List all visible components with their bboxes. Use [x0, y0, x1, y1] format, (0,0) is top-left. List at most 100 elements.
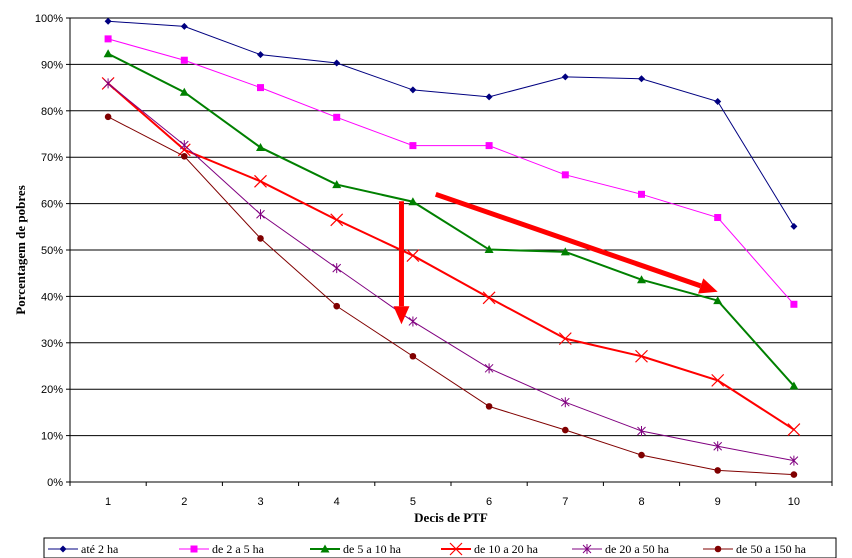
data-point	[408, 197, 418, 206]
data-point	[254, 174, 267, 188]
legend-item: de 10 a 20 ha	[441, 542, 539, 556]
data-point	[638, 75, 645, 83]
data-point	[790, 300, 798, 308]
data-point	[256, 209, 265, 220]
data-point	[485, 142, 493, 150]
series-line	[107, 38, 795, 305]
x-tick-label: 8	[638, 496, 644, 508]
x-tick-label: 1	[105, 496, 111, 508]
data-point	[180, 56, 188, 64]
data-point	[714, 545, 722, 553]
data-point	[790, 222, 798, 230]
data-point	[257, 84, 264, 92]
data-point	[485, 403, 493, 410]
data-point	[637, 275, 646, 284]
data-point	[256, 142, 265, 151]
legend-item: até 2 ha	[48, 542, 119, 556]
data-point	[103, 49, 113, 58]
data-point	[558, 332, 572, 346]
arrow-shaft	[434, 191, 702, 289]
series-line	[107, 82, 795, 431]
data-point	[560, 397, 570, 408]
y-tick-label: 40%	[41, 291, 63, 303]
legend: até 2 ha de 2 a 5 ha de 5 a 10 ha de 10 a 2…	[43, 537, 837, 558]
y-tick-label: 90%	[41, 59, 63, 71]
data-point	[104, 35, 112, 43]
series-4	[101, 76, 801, 436]
data-point	[561, 73, 569, 81]
data-point	[787, 423, 801, 436]
y-tick-label: 30%	[41, 338, 63, 350]
data-point	[485, 93, 493, 101]
x-tick-label: 2	[181, 496, 187, 508]
series-1	[104, 17, 798, 230]
legend-box	[43, 537, 837, 558]
data-point	[789, 455, 799, 466]
data-point	[790, 471, 798, 478]
data-point	[409, 142, 417, 150]
y-tick-label: 80%	[41, 106, 63, 118]
legend-label: até 2 ha	[81, 542, 119, 556]
annotation-arrows	[393, 191, 718, 325]
data-point	[104, 17, 112, 25]
arrow-head	[393, 306, 410, 325]
data-point	[333, 59, 341, 67]
data-point	[789, 381, 799, 390]
data-point	[104, 113, 112, 121]
x-tick-label: 6	[486, 496, 492, 508]
x-tick-label: 10	[788, 496, 800, 508]
data-point	[711, 373, 725, 387]
gridlines	[70, 17, 832, 483]
data-point	[103, 78, 113, 89]
x-tick-label: 7	[562, 496, 568, 508]
data-point	[714, 98, 722, 106]
data-point	[180, 22, 188, 30]
legend-item: de 5 a 10 ha	[310, 542, 402, 556]
data-point	[560, 247, 570, 256]
legend-items: até 2 ha de 2 a 5 ha de 5 a 10 ha de 10 a 2…	[48, 542, 807, 556]
x-axis-tick-labels: 1 2 3 4 5 6 7 8 9 10	[69, 482, 833, 508]
arrow-head	[698, 278, 718, 294]
data-point	[257, 235, 264, 242]
data-point	[59, 545, 67, 553]
data-point	[333, 302, 341, 310]
legend-label: de 2 a 5 ha	[212, 542, 265, 556]
data-point	[179, 87, 189, 96]
series-line	[107, 52, 795, 387]
legend-label: de 50 a 150 ha	[736, 542, 807, 556]
y-axis-title: Porcentagem de pobres	[13, 185, 28, 315]
data-point	[333, 113, 341, 121]
x-tick-label: 4	[334, 496, 340, 508]
data-point	[561, 171, 569, 179]
series-2	[104, 35, 798, 308]
series-line	[107, 83, 794, 462]
y-axis-tick-labels: 0% 10% 20% 30% 40% 50% 60% 70% 80% 90% 100%	[35, 13, 70, 489]
data-point	[714, 467, 721, 474]
x-axis-title: Decis de PTF	[414, 510, 488, 525]
x-tick-label: 9	[715, 496, 721, 508]
y-tick-label: 50%	[41, 245, 63, 257]
data-point	[332, 180, 342, 189]
series-3	[103, 49, 799, 390]
legend-label: de 20 a 50 ha	[605, 542, 670, 556]
y-tick-label: 60%	[41, 199, 63, 211]
data-point	[713, 441, 723, 452]
data-point	[181, 152, 188, 160]
data-point	[257, 51, 264, 59]
series-line	[108, 20, 795, 227]
x-tick-label: 3	[257, 496, 263, 508]
y-tick-label: 100%	[35, 13, 63, 25]
x-tick-label: 5	[410, 496, 416, 508]
data-point	[408, 316, 418, 327]
series-line	[107, 116, 794, 476]
data-point	[562, 426, 569, 434]
y-tick-label: 70%	[41, 152, 63, 164]
legend-item: de 20 a 50 ha	[572, 542, 670, 556]
data-point	[482, 291, 496, 305]
data-point	[638, 190, 645, 198]
data-point	[637, 425, 646, 436]
data-point	[190, 545, 198, 553]
data-point	[409, 86, 417, 94]
series-lines	[101, 17, 801, 478]
